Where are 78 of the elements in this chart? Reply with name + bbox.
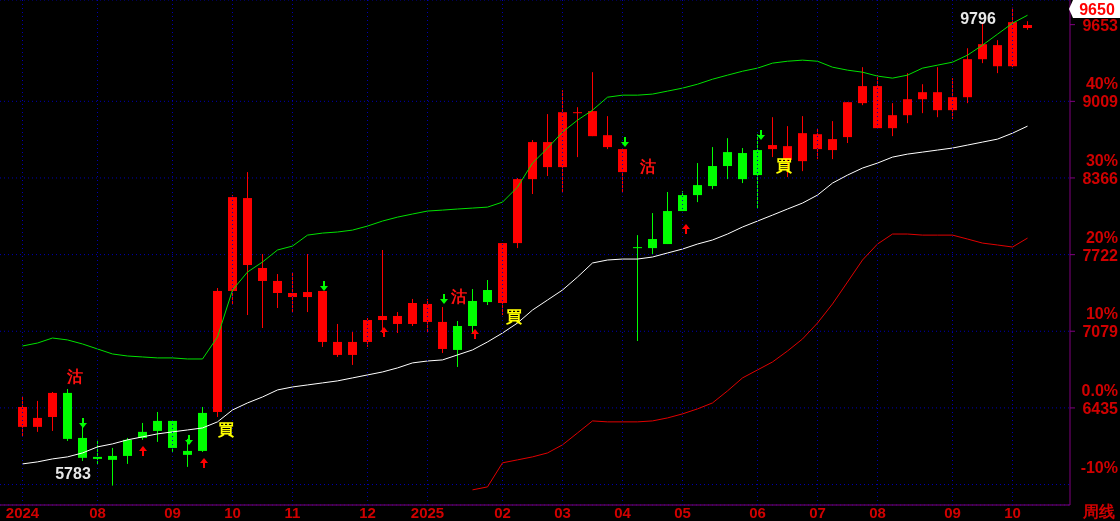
candlestick bbox=[183, 438, 192, 468]
line-series bbox=[472, 233, 1028, 491]
candlestick bbox=[483, 279, 492, 306]
x-tick-label: 06 bbox=[749, 504, 766, 521]
x-tick-label: 10 bbox=[224, 504, 241, 521]
annotation: 沽 bbox=[639, 158, 656, 175]
candlestick bbox=[423, 298, 432, 333]
candlestick bbox=[573, 106, 582, 158]
annotation: 沽 bbox=[66, 368, 83, 385]
text: 9650 bbox=[1079, 1, 1115, 18]
candlestick bbox=[18, 395, 27, 438]
candlestick bbox=[603, 115, 612, 150]
y-tick-label: 8366 bbox=[1082, 169, 1119, 187]
annotation: 買 bbox=[217, 421, 234, 438]
annotation: 5783 bbox=[55, 465, 91, 482]
annotation: 沽 bbox=[450, 288, 467, 305]
y-tick-label: 7722 bbox=[1082, 246, 1119, 264]
candlestick bbox=[993, 39, 1002, 74]
y2-tick-label: 30% bbox=[1085, 151, 1118, 169]
candlestick bbox=[33, 400, 42, 433]
text: 周线 bbox=[1082, 503, 1115, 520]
candlestick bbox=[633, 234, 642, 342]
candlestick bbox=[918, 83, 927, 114]
candlestick bbox=[708, 146, 717, 190]
candlestick bbox=[288, 271, 297, 313]
y-tick-label: 7079 bbox=[1082, 323, 1119, 341]
x-tick-label: 11 bbox=[284, 504, 301, 521]
candlestick bbox=[723, 137, 732, 180]
x-tick-label: 05 bbox=[674, 504, 691, 521]
x-tick-label: 08 bbox=[89, 504, 106, 521]
x-tick-label: 09 bbox=[164, 504, 181, 521]
candlestick bbox=[273, 273, 282, 309]
y-tick-label: 6435 bbox=[1082, 399, 1119, 417]
candlestick bbox=[813, 127, 822, 160]
y2-tick-label: 40% bbox=[1085, 75, 1118, 93]
candlestick bbox=[453, 320, 462, 368]
y-tick-label: 9009 bbox=[1082, 93, 1119, 111]
x-tick-label: 08 bbox=[869, 504, 886, 521]
x-tick-label: 04 bbox=[614, 504, 632, 521]
annotation: 9796 bbox=[960, 10, 996, 27]
candlestick bbox=[768, 116, 777, 158]
candlestick bbox=[153, 411, 162, 443]
x-tick-label: 12 bbox=[359, 504, 376, 521]
candlestick bbox=[378, 249, 387, 334]
candlestick bbox=[948, 77, 957, 120]
x-tick-label: 02 bbox=[494, 504, 511, 521]
y-tick-label: 9653 bbox=[1082, 16, 1119, 34]
candlestick bbox=[108, 447, 117, 487]
candlestick bbox=[348, 331, 357, 366]
y2-tick-label: -10% bbox=[1080, 458, 1118, 476]
candlestick bbox=[393, 311, 402, 334]
line-series bbox=[22, 14, 1028, 360]
x-tick-label: 03 bbox=[554, 504, 571, 521]
annotation: 買 bbox=[505, 308, 522, 325]
x-tick-label: 2025 bbox=[410, 504, 445, 521]
y2-tick-label: 10% bbox=[1085, 305, 1118, 323]
line-series bbox=[22, 125, 1028, 465]
candlestick bbox=[858, 66, 867, 106]
candlestick bbox=[648, 212, 657, 255]
candlestick bbox=[78, 426, 87, 462]
candlestick bbox=[828, 120, 837, 160]
candlestick bbox=[888, 102, 897, 137]
candlestick bbox=[933, 66, 942, 118]
x-tick-label: 09 bbox=[944, 504, 961, 521]
candlestick bbox=[693, 162, 702, 203]
candlestick bbox=[408, 298, 417, 327]
candlestick bbox=[363, 317, 372, 348]
x-tick-label: 10 bbox=[1004, 504, 1021, 521]
x-tick-label: 2024 bbox=[5, 504, 40, 521]
candlestick bbox=[258, 253, 267, 329]
y2-tick-label: 20% bbox=[1085, 228, 1118, 246]
y2-tick-label: 0.0% bbox=[1081, 381, 1118, 399]
candlestick bbox=[123, 437, 132, 465]
candlestick bbox=[903, 72, 912, 124]
x-tick-label: 07 bbox=[809, 504, 826, 521]
candlestick bbox=[333, 323, 342, 358]
candlestick bbox=[303, 253, 312, 313]
candlestick bbox=[93, 439, 102, 466]
